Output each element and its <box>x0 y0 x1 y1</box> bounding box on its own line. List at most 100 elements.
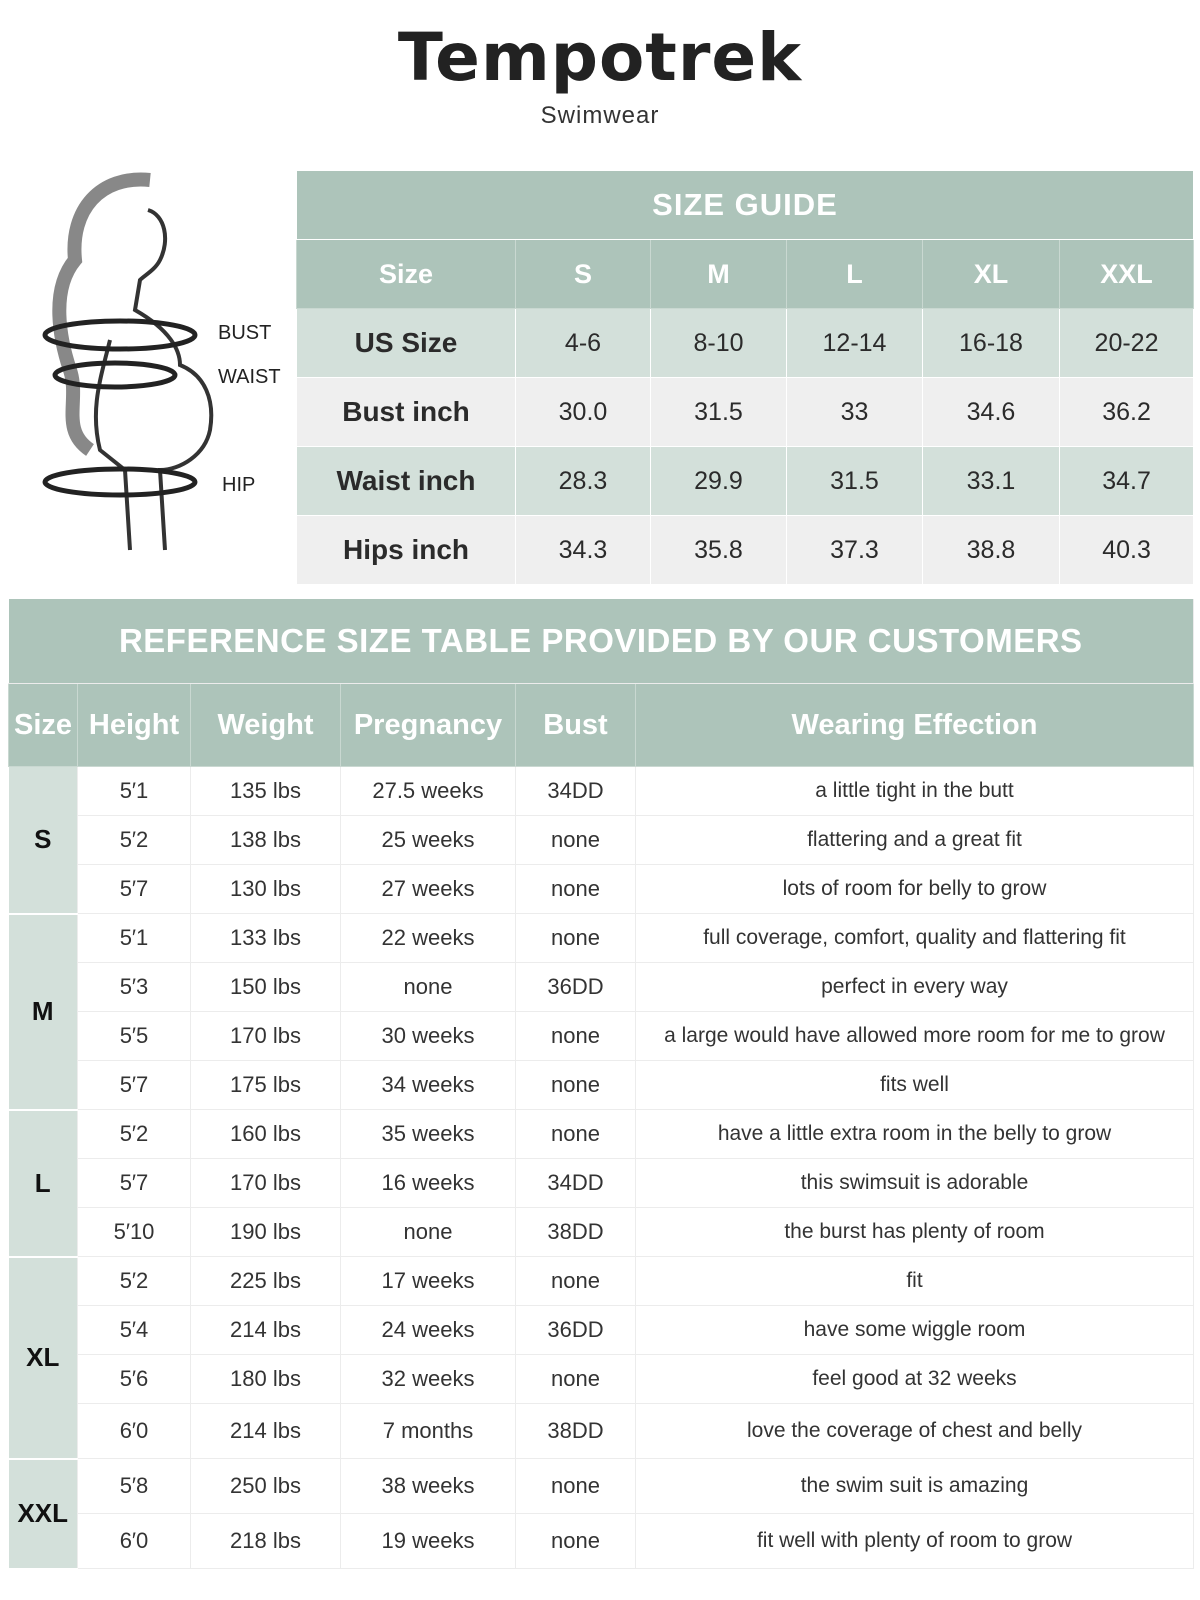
table-row: 5′7 175 lbs 34 weeks none fits well <box>9 1060 1194 1110</box>
wearing-effect-cell: perfect in every way <box>635 962 1194 1012</box>
pregnancy-cell: 34 weeks <box>340 1060 516 1110</box>
wearing-effect-cell: a large would have allowed more room for… <box>635 1011 1194 1061</box>
pregnancy-cell: 27 weeks <box>340 864 516 914</box>
table-row: XXL 5′8 250 lbs 38 weeks none the swim suit i… <box>8 1458 1194 1570</box>
bust-cell: 38DD <box>515 1403 636 1459</box>
size-guide-header-cell: XXL <box>1058 239 1195 309</box>
bust-cell: none <box>515 815 636 865</box>
size-guide-cell: 37.3 <box>786 515 923 585</box>
weight-cell: 170 lbs <box>190 1011 341 1061</box>
size-guide-row-label: Bust inch <box>296 377 516 447</box>
bust-cell: none <box>515 1256 636 1306</box>
weight-cell: 135 lbs <box>190 766 341 816</box>
brand-subtitle: Swimwear <box>540 102 660 129</box>
pregnancy-cell: 22 weeks <box>340 913 516 963</box>
bust-cell: none <box>515 1060 636 1110</box>
size-guide-cell: 16-18 <box>922 308 1060 378</box>
size-guide-row-label: Waist inch <box>296 446 516 516</box>
weight-cell: 225 lbs <box>190 1256 341 1306</box>
size-group-cell: M <box>8 913 78 1111</box>
weight-cell: 180 lbs <box>190 1354 341 1404</box>
table-row: XL 5′2 225 lbs 17 weeks none fit <box>8 1256 1194 1460</box>
weight-cell: 130 lbs <box>190 864 341 914</box>
bust-label: BUST <box>218 322 272 344</box>
bust-cell: 34DD <box>515 766 636 816</box>
wearing-effect-cell: full coverage, comfort, quality and flat… <box>635 913 1194 963</box>
table-row: 5′6 180 lbs 32 weeks none feel good at 32 we… <box>9 1354 1194 1404</box>
reference-title: REFERENCE SIZE TABLE PROVIDED BY OUR CUS… <box>8 599 1194 684</box>
weight-cell: 214 lbs <box>190 1403 341 1459</box>
height-cell: 5′7 <box>77 1060 191 1110</box>
reference-size-table: REFERENCE SIZE TABLE PROVIDED BY OUR CUS… <box>8 599 1194 1570</box>
height-cell: 5′4 <box>77 1305 191 1355</box>
size-guide-cell: 4-6 <box>515 308 651 378</box>
height-cell: 6′0 <box>77 1513 191 1569</box>
pregnancy-cell: 7 months <box>340 1403 516 1459</box>
wearing-effect-cell: fit <box>635 1256 1194 1306</box>
height-cell: 5′2 <box>77 1109 191 1159</box>
size-guide-cell: 34.7 <box>1058 446 1195 516</box>
table-row: 6′0 214 lbs 7 months 38DD love the coverage … <box>9 1403 1194 1459</box>
height-cell: 5′1 <box>77 766 191 816</box>
bust-cell: 34DD <box>515 1158 636 1208</box>
size-group-cell: S <box>8 766 78 915</box>
pregnancy-cell: 19 weeks <box>340 1513 516 1569</box>
size-guide-title: SIZE GUIDE <box>295 170 1195 240</box>
bust-cell: 36DD <box>515 1305 636 1355</box>
silhouette-icon <box>42 172 214 551</box>
brand-logo: Tempotrek Swimwear <box>0 18 1200 130</box>
size-guide-header-row: Size S M L XL XXL <box>296 239 1195 309</box>
wearing-effect-cell: fits well <box>635 1060 1194 1110</box>
bust-cell: none <box>515 913 636 963</box>
size-guide-cell: 35.8 <box>650 515 787 585</box>
table-row: 5′4 214 lbs 24 weeks 36DD have some wiggle r… <box>9 1305 1194 1355</box>
bust-cell: none <box>515 1109 636 1159</box>
weight-cell: 138 lbs <box>190 815 341 865</box>
wearing-effect-cell: flattering and a great fit <box>635 815 1194 865</box>
weight-cell: 133 lbs <box>190 913 341 963</box>
wearing-effect-cell: love the coverage of chest and belly <box>635 1403 1194 1459</box>
wearing-effect-cell: have a little extra room in the belly to… <box>635 1109 1194 1159</box>
waist-label: WAIST <box>218 366 281 388</box>
height-cell: 5′2 <box>77 1256 191 1306</box>
size-guide-cell: 36.2 <box>1058 377 1195 447</box>
table-row: 5′3 150 lbs none 36DD perfect in every way <box>9 962 1194 1012</box>
size-guide-cell: 33.1 <box>922 446 1060 516</box>
size-guide-cell: 34.6 <box>922 377 1060 447</box>
height-cell: 5′6 <box>77 1354 191 1404</box>
table-row: 6′0 218 lbs 19 weeks none fit well with plen… <box>9 1513 1194 1569</box>
size-guide-row: Waist inch 28.3 29.9 31.5 33.1 34.7 <box>296 446 1195 516</box>
size-guide-cell: 31.5 <box>786 446 923 516</box>
weight-cell: 175 lbs <box>190 1060 341 1110</box>
height-cell: 5′7 <box>77 864 191 914</box>
height-cell: 6′0 <box>77 1403 191 1459</box>
size-group-cell: XXL <box>8 1458 78 1570</box>
size-guide-cell: 30.0 <box>515 377 651 447</box>
reference-header-cell: Bust <box>515 683 636 767</box>
size-guide-cell: 38.8 <box>922 515 1060 585</box>
bust-cell: 38DD <box>515 1207 636 1257</box>
pregnancy-cell: 25 weeks <box>340 815 516 865</box>
size-guide-row-label: US Size <box>296 308 516 378</box>
weight-cell: 150 lbs <box>190 962 341 1012</box>
height-cell: 5′2 <box>77 815 191 865</box>
pregnancy-cell: 32 weeks <box>340 1354 516 1404</box>
size-guide-row: US Size 4-6 8-10 12-14 16-18 20-22 <box>296 308 1195 378</box>
size-guide-cell: 31.5 <box>650 377 787 447</box>
size-group-cell: L <box>8 1109 78 1258</box>
hip-label: HIP <box>222 474 256 496</box>
size-guide-cell: 40.3 <box>1058 515 1195 585</box>
bust-cell: none <box>515 1513 636 1569</box>
size-guide-header-cell: S <box>515 239 651 309</box>
pregnancy-cell: 35 weeks <box>340 1109 516 1159</box>
wearing-effect-cell: this swimsuit is adorable <box>635 1158 1194 1208</box>
table-row: 5′7 130 lbs 27 weeks none lots of room for b… <box>9 864 1194 914</box>
weight-cell: 214 lbs <box>190 1305 341 1355</box>
size-group-cell: XL <box>8 1256 78 1460</box>
pregnancy-cell: none <box>340 962 516 1012</box>
bust-cell: none <box>515 1354 636 1404</box>
wearing-effect-cell: have some wiggle room <box>635 1305 1194 1355</box>
wearing-effect-cell: the swim suit is amazing <box>635 1458 1194 1514</box>
size-guide-cell: 28.3 <box>515 446 651 516</box>
